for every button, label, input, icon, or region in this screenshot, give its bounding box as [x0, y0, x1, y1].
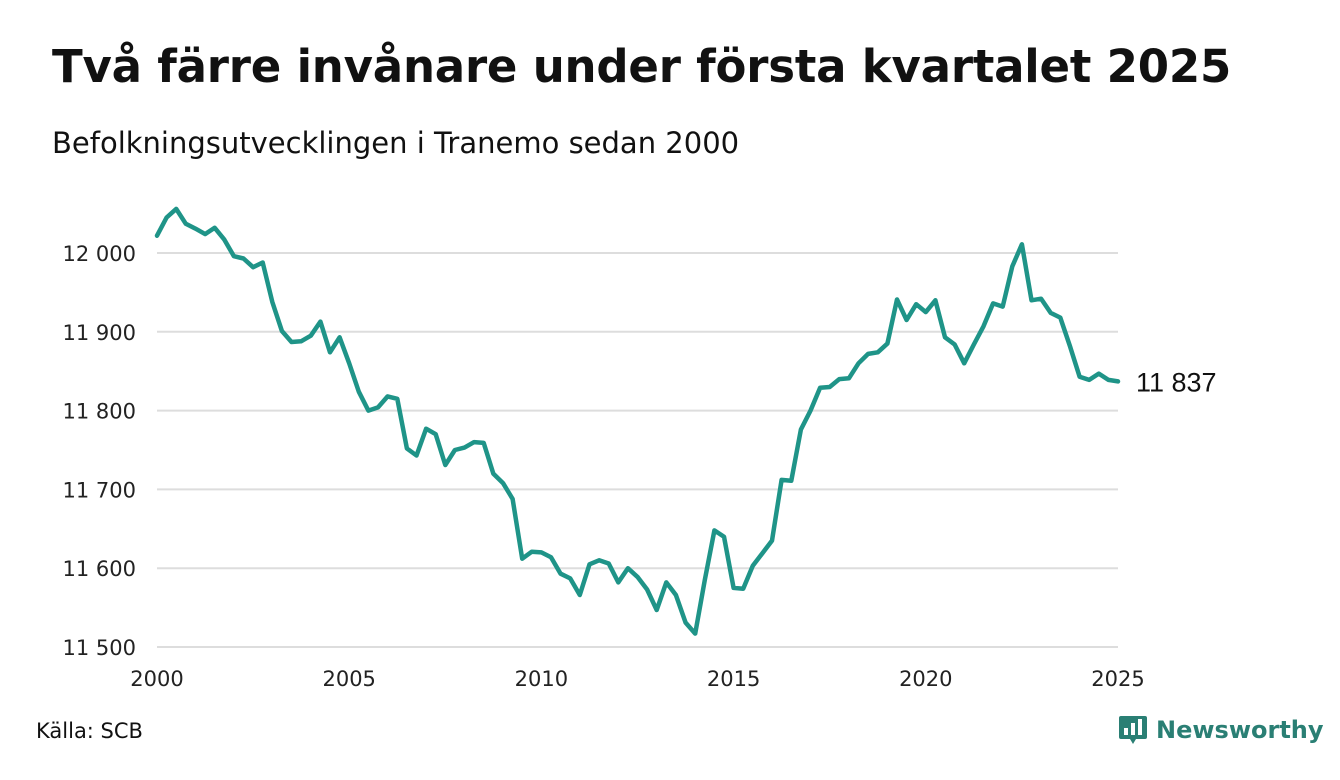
x-tick-label: 2010 — [515, 667, 568, 691]
x-axis-tick-labels: 2000 2005 2010 2015 2020 2025 — [130, 667, 1144, 691]
y-tick-label: 11 600 — [63, 557, 136, 581]
x-tick-label: 2000 — [130, 667, 183, 691]
y-tick-label: 11 700 — [63, 478, 136, 502]
source-note: Källa: SCB — [36, 719, 143, 743]
x-tick-label: 2015 — [707, 667, 760, 691]
y-axis-tick-labels: 11 500 11 600 11 700 11 800 11 900 12 000 — [63, 242, 136, 660]
end-value-label: 11 837 — [1136, 367, 1217, 397]
grid-lines — [157, 252, 1118, 648]
population-series-line — [154, 206, 1121, 636]
bar-chart-speech-bubble-icon — [1119, 716, 1147, 744]
chart-title: Två färre invånare under första kvartale… — [52, 40, 1232, 93]
brand-logo: Newsworthy — [1118, 714, 1324, 746]
y-tick-label: 11 500 — [63, 636, 136, 660]
x-tick-label: 2025 — [1091, 667, 1144, 691]
brand-name: Newsworthy — [1156, 716, 1324, 744]
x-tick-label: 2020 — [899, 667, 952, 691]
y-tick-label: 12 000 — [63, 242, 136, 266]
x-tick-label: 2005 — [322, 667, 375, 691]
chart-subtitle: Befolkningsutvecklingen i Tranemo sedan … — [52, 126, 740, 160]
y-tick-label: 11 800 — [63, 400, 136, 424]
y-tick-label: 11 900 — [63, 321, 136, 345]
